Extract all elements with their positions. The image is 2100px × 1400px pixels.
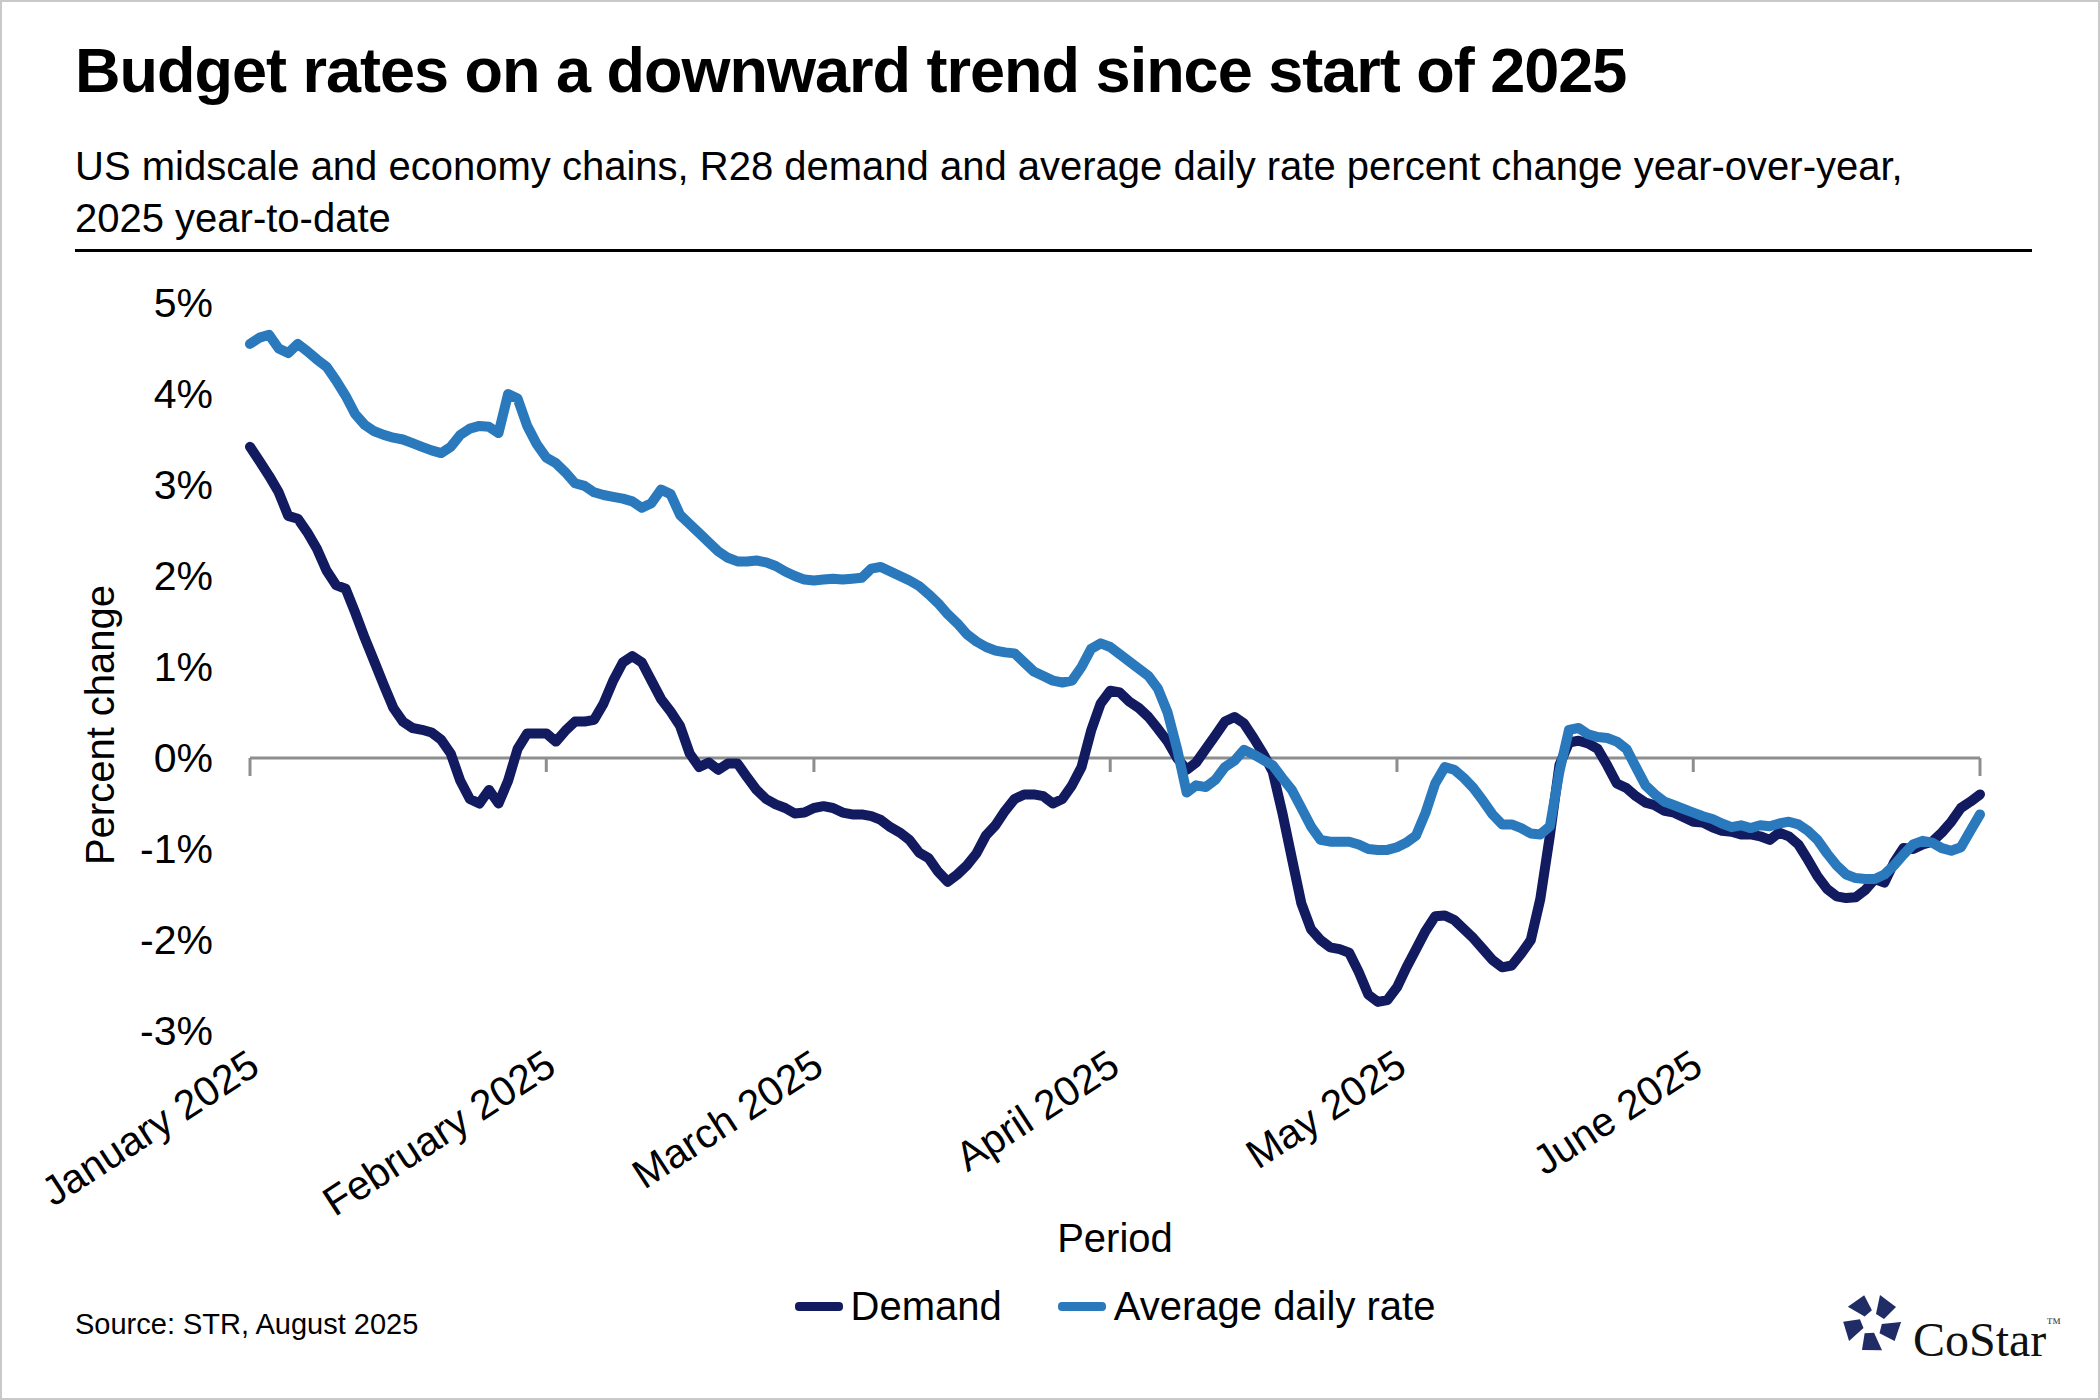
- y-tick-label: -1%: [140, 826, 213, 872]
- y-tick-label: 2%: [154, 553, 213, 599]
- x-tick-label: February 2025: [314, 1041, 563, 1225]
- star-blade: [1877, 1318, 1901, 1344]
- demand-line-swatch-icon: [795, 1302, 843, 1311]
- x-tick-label: May 2025: [1238, 1041, 1414, 1178]
- costar-wordmark: CoStar™: [1913, 1290, 2061, 1373]
- y-tick-label: -3%: [140, 1008, 213, 1054]
- source-note: Source: STR, August 2025: [75, 1308, 418, 1341]
- star-blade: [1847, 1292, 1876, 1318]
- star-blade: [1876, 1295, 1896, 1319]
- legend: Demand Average daily rate: [250, 1284, 1980, 1329]
- x-tick-label: March 2025: [624, 1041, 831, 1198]
- y-axis-title: Percent change: [78, 585, 123, 865]
- legend-label-demand: Demand: [851, 1284, 1002, 1329]
- x-axis-title: Period: [250, 1216, 1980, 1261]
- y-tick-label: 1%: [154, 644, 213, 690]
- y-tick-label: 0%: [154, 735, 213, 781]
- legend-item-demand: Demand: [795, 1284, 1002, 1329]
- adr-line-swatch-icon: [1058, 1302, 1106, 1311]
- costar-brand-text: CoStar: [1913, 1313, 2046, 1366]
- star-blade: [1843, 1312, 1866, 1343]
- costar-logo: CoStar™: [1843, 1290, 2061, 1373]
- trademark-symbol: ™: [2046, 1315, 2061, 1331]
- legend-item-adr: Average daily rate: [1058, 1284, 1436, 1329]
- chart-canvas: 5% 4% 3% 2% 1% 0% -1% -2% -3%January 2025 Februar…: [0, 0, 2100, 1400]
- x-tick-label: January 2025: [33, 1041, 266, 1215]
- demand-line: [250, 447, 1980, 1002]
- adr-line: [250, 335, 1980, 879]
- y-tick-label: 5%: [154, 280, 213, 326]
- chart-page: Budget rates on a downward trend since s…: [0, 0, 2100, 1400]
- legend-label-adr: Average daily rate: [1114, 1284, 1436, 1329]
- costar-star-icon: [1843, 1290, 1901, 1352]
- x-tick-label: June 2025: [1524, 1041, 1710, 1184]
- x-tick-label: April 2025: [947, 1041, 1127, 1180]
- y-tick-label: 3%: [154, 462, 213, 508]
- y-tick-label: -2%: [140, 917, 213, 963]
- y-tick-label: 4%: [154, 371, 213, 417]
